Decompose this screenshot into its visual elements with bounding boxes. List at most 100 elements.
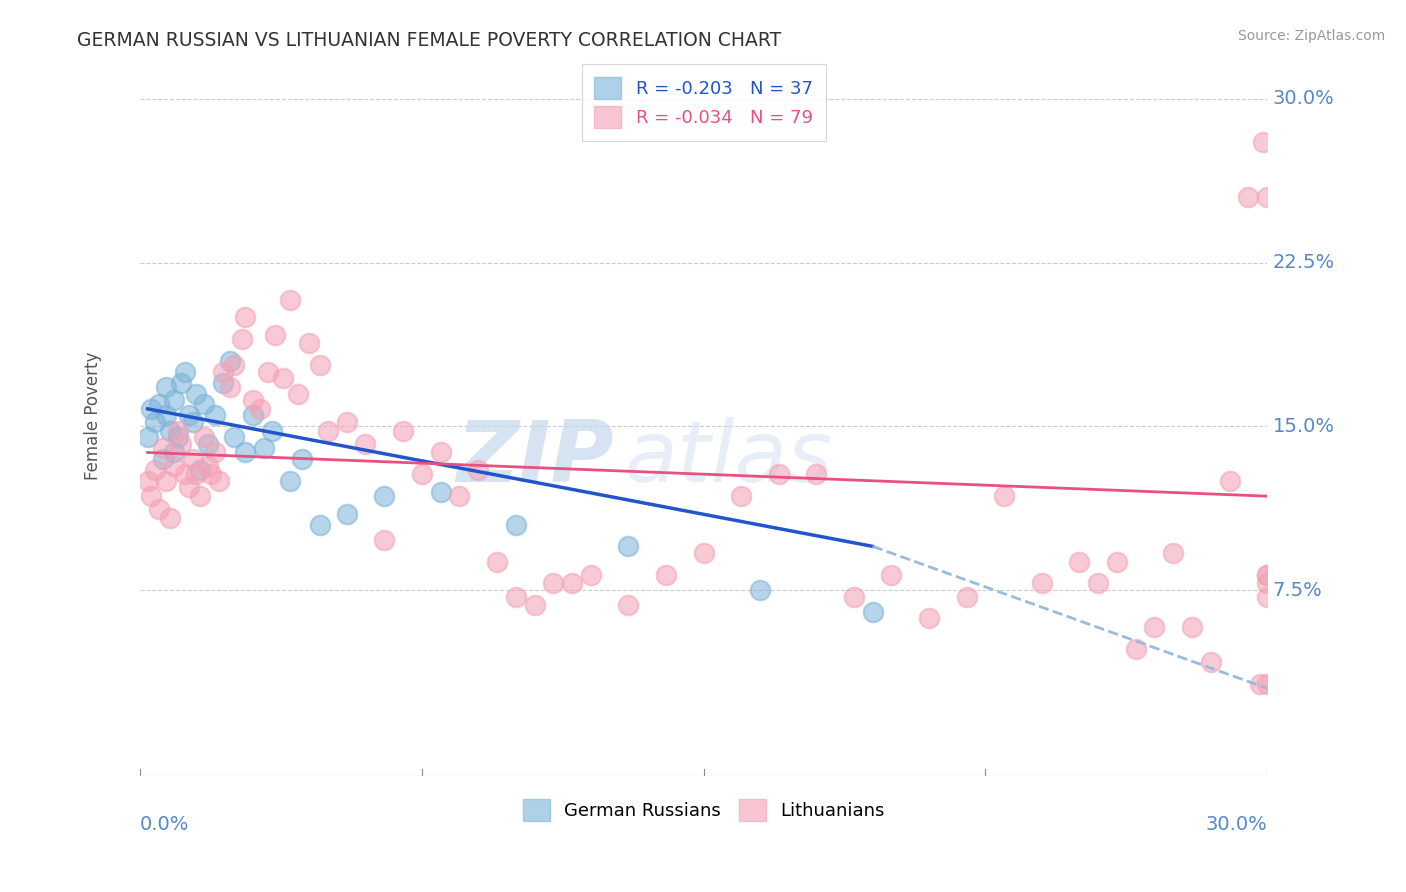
Point xyxy=(1253,136,1275,150)
Point xyxy=(163,445,186,459)
Point xyxy=(155,409,177,423)
Point xyxy=(730,489,752,503)
Point xyxy=(256,365,278,379)
Point xyxy=(880,567,903,582)
Point xyxy=(298,336,321,351)
Point xyxy=(392,424,415,438)
Point xyxy=(253,441,276,455)
Point xyxy=(152,441,174,455)
Text: Source: ZipAtlas.com: Source: ZipAtlas.com xyxy=(1237,29,1385,43)
Point xyxy=(141,401,163,416)
Point xyxy=(1031,576,1053,591)
Point xyxy=(1161,546,1184,560)
Point xyxy=(166,424,188,438)
Text: ZIP: ZIP xyxy=(456,417,613,500)
Point xyxy=(1069,555,1091,569)
Point xyxy=(373,533,395,547)
Point xyxy=(1256,576,1278,591)
Point xyxy=(177,409,200,423)
Point xyxy=(219,380,242,394)
Point xyxy=(136,474,159,488)
Point xyxy=(174,467,197,482)
Point xyxy=(177,480,200,494)
Point xyxy=(505,517,527,532)
Point xyxy=(159,424,181,438)
Point xyxy=(271,371,294,385)
Point xyxy=(170,436,193,450)
Point xyxy=(193,430,215,444)
Point xyxy=(617,599,640,613)
Point xyxy=(768,467,790,482)
Point xyxy=(1256,567,1278,582)
Point xyxy=(449,489,471,503)
Point xyxy=(842,590,865,604)
Point xyxy=(208,474,231,488)
Point xyxy=(222,358,245,372)
Point xyxy=(186,467,208,482)
Point xyxy=(155,380,177,394)
Point xyxy=(1219,474,1241,488)
Point xyxy=(1237,190,1260,204)
Point xyxy=(143,463,166,477)
Point xyxy=(264,327,287,342)
Point xyxy=(309,358,332,372)
Point xyxy=(242,409,264,423)
Point xyxy=(309,517,332,532)
Point xyxy=(193,397,215,411)
Point xyxy=(174,365,197,379)
Point xyxy=(1256,677,1278,691)
Point xyxy=(204,409,226,423)
Point xyxy=(280,293,302,307)
Point xyxy=(1087,576,1109,591)
Text: atlas: atlas xyxy=(624,417,832,500)
Point xyxy=(280,474,302,488)
Point xyxy=(1143,620,1166,634)
Point xyxy=(219,353,242,368)
Point xyxy=(141,489,163,503)
Point xyxy=(429,484,451,499)
Point xyxy=(211,376,233,390)
Point xyxy=(181,415,204,429)
Point xyxy=(197,436,219,450)
Point xyxy=(249,401,271,416)
Point xyxy=(233,445,256,459)
Point xyxy=(1249,677,1271,691)
Point xyxy=(163,393,186,408)
Point xyxy=(188,463,211,477)
Point xyxy=(918,611,941,625)
Point xyxy=(181,452,204,467)
Point xyxy=(505,590,527,604)
Point xyxy=(561,576,583,591)
Point xyxy=(485,555,508,569)
Point xyxy=(136,430,159,444)
Point xyxy=(1256,190,1278,204)
Point xyxy=(955,590,977,604)
Text: 30.0%: 30.0% xyxy=(1272,89,1334,108)
Point xyxy=(197,458,219,473)
Point xyxy=(411,467,433,482)
Point xyxy=(242,393,264,408)
Point xyxy=(166,430,188,444)
Point xyxy=(429,445,451,459)
Point xyxy=(152,452,174,467)
Point xyxy=(579,567,602,582)
Point xyxy=(1256,590,1278,604)
Point xyxy=(155,474,177,488)
Point xyxy=(159,511,181,525)
Point xyxy=(617,540,640,554)
Point xyxy=(291,452,314,467)
Point xyxy=(170,376,193,390)
Point xyxy=(1256,567,1278,582)
Point xyxy=(1125,642,1147,657)
Point xyxy=(806,467,828,482)
Point xyxy=(1199,655,1222,669)
Point xyxy=(543,576,565,591)
Point xyxy=(204,445,226,459)
Point xyxy=(316,424,339,438)
Point xyxy=(749,582,772,597)
Point xyxy=(655,567,678,582)
Text: 15.0%: 15.0% xyxy=(1272,417,1334,436)
Text: 0.0%: 0.0% xyxy=(141,815,190,834)
Point xyxy=(373,489,395,503)
Point xyxy=(1105,555,1128,569)
